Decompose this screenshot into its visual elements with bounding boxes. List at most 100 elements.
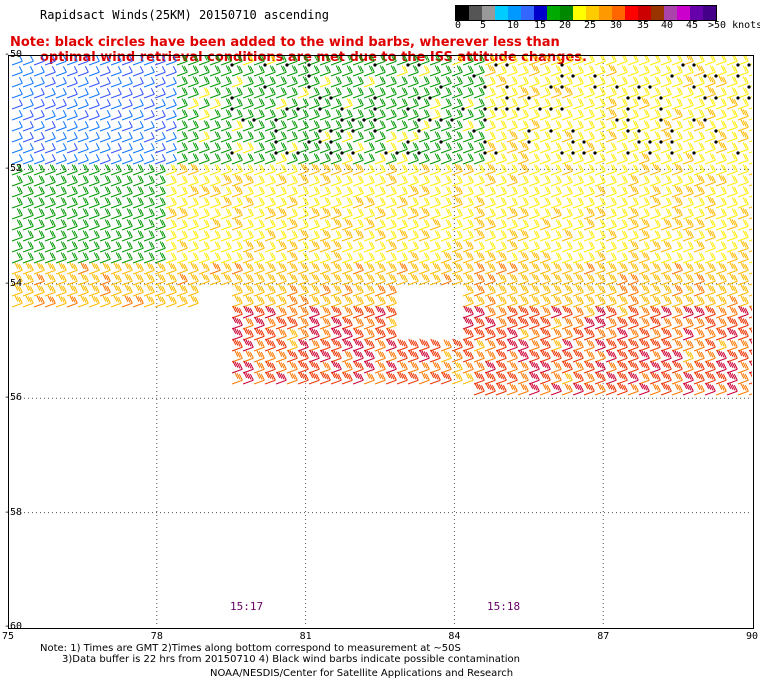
wind-barb bbox=[330, 98, 342, 110]
wind-barb bbox=[44, 77, 56, 88]
wind-barb bbox=[154, 99, 166, 110]
wind-barb bbox=[527, 86, 540, 100]
wind-barb bbox=[418, 65, 430, 77]
wind-barb bbox=[319, 65, 331, 77]
wind-barb bbox=[649, 87, 661, 99]
wind-barb bbox=[352, 76, 364, 88]
legend-swatch bbox=[508, 6, 521, 20]
wind-barb bbox=[307, 65, 320, 78]
legend-swatch bbox=[547, 6, 560, 20]
x-tick-label: 90 bbox=[746, 631, 759, 642]
wind-barb bbox=[242, 76, 254, 88]
wind-barb bbox=[505, 87, 518, 100]
wind-barb bbox=[88, 88, 100, 99]
wind-barb bbox=[187, 98, 199, 110]
wind-barb bbox=[385, 65, 397, 77]
wind-barb bbox=[143, 55, 155, 66]
legend-swatch bbox=[625, 6, 638, 20]
wind-barb bbox=[385, 87, 397, 99]
wind-barb bbox=[22, 55, 34, 66]
wind-barb bbox=[154, 88, 166, 99]
legend-label: 10 bbox=[507, 20, 520, 31]
wind-barb bbox=[692, 76, 705, 89]
legend-label: 20 bbox=[559, 20, 572, 31]
wind-barb bbox=[671, 87, 683, 99]
wind-speed-color-legend bbox=[455, 5, 717, 21]
wind-barb bbox=[495, 75, 507, 88]
wind-barb bbox=[616, 87, 628, 99]
wind-barb bbox=[341, 76, 353, 88]
legend-swatch bbox=[638, 6, 651, 20]
wind-barb bbox=[209, 98, 221, 110]
wind-barb bbox=[528, 98, 540, 110]
wind-barb bbox=[22, 66, 34, 77]
x-tick-label: 87 bbox=[597, 631, 610, 642]
wind-barb bbox=[286, 87, 298, 99]
wind-barb bbox=[44, 88, 56, 99]
wind-barb bbox=[132, 77, 144, 88]
wind-barb bbox=[253, 76, 265, 88]
wind-barb bbox=[33, 77, 45, 88]
wind-barb bbox=[440, 98, 452, 110]
wind-barb bbox=[682, 65, 694, 77]
wind-barb bbox=[297, 76, 309, 88]
wind-barb bbox=[55, 77, 67, 88]
wind-barb bbox=[88, 66, 100, 77]
legend-label: 15 bbox=[534, 20, 547, 31]
wind-barb bbox=[264, 65, 276, 77]
wind-barb bbox=[428, 87, 441, 100]
wind-barb bbox=[187, 87, 199, 99]
wind-barb bbox=[319, 76, 331, 88]
wind-barb bbox=[407, 87, 419, 99]
wind-barb bbox=[583, 87, 595, 99]
wind-barb bbox=[165, 55, 177, 66]
legend-swatch bbox=[664, 6, 677, 20]
wind-barb bbox=[583, 65, 595, 77]
legend-label: 0 bbox=[455, 20, 462, 31]
wind-barb bbox=[659, 87, 672, 100]
wind-barb bbox=[539, 87, 551, 99]
wind-barb bbox=[220, 76, 232, 88]
wind-barb bbox=[253, 98, 265, 110]
wind-barb bbox=[143, 66, 155, 77]
wind-barb bbox=[341, 65, 353, 77]
wind-barb bbox=[198, 76, 210, 88]
wind-barb bbox=[407, 76, 419, 88]
wind-barb bbox=[363, 65, 375, 77]
wind-barb bbox=[495, 65, 507, 77]
wind-barb bbox=[143, 88, 155, 99]
x-tick-label: 81 bbox=[299, 631, 312, 642]
wind-barb bbox=[363, 76, 375, 88]
wind-barb bbox=[605, 64, 617, 77]
wind-barb bbox=[297, 87, 309, 99]
wind-barb bbox=[593, 65, 606, 78]
wind-barb bbox=[693, 64, 705, 77]
wind-barb bbox=[143, 99, 155, 110]
wind-barb bbox=[340, 98, 353, 111]
wind-barb bbox=[682, 87, 694, 99]
legend-swatch bbox=[677, 6, 690, 20]
wind-barb bbox=[671, 76, 683, 88]
wind-barb bbox=[198, 98, 210, 110]
wind-barb bbox=[198, 65, 210, 77]
wind-barb bbox=[11, 55, 23, 66]
wind-barb bbox=[275, 76, 287, 88]
wind-barb bbox=[418, 98, 430, 110]
wind-barb bbox=[275, 87, 287, 99]
wind-barb bbox=[648, 76, 661, 89]
legend-label: 35 bbox=[637, 20, 650, 31]
wind-barb bbox=[22, 77, 34, 88]
wind-barb bbox=[505, 98, 518, 111]
wind-barb bbox=[528, 76, 540, 88]
wind-barb bbox=[132, 99, 144, 110]
wind-barb bbox=[176, 65, 188, 77]
wind-barb bbox=[77, 77, 89, 88]
wind-barb bbox=[451, 76, 463, 88]
wind-barb bbox=[451, 65, 463, 77]
wind-barb bbox=[296, 98, 309, 111]
chart-title: Rapidsact Winds(25KM) 20150710 ascending bbox=[40, 8, 329, 22]
wind-barb bbox=[726, 87, 738, 99]
wind-barb bbox=[517, 76, 529, 88]
wind-barb bbox=[198, 87, 210, 99]
x-tick-label: 78 bbox=[150, 631, 163, 642]
